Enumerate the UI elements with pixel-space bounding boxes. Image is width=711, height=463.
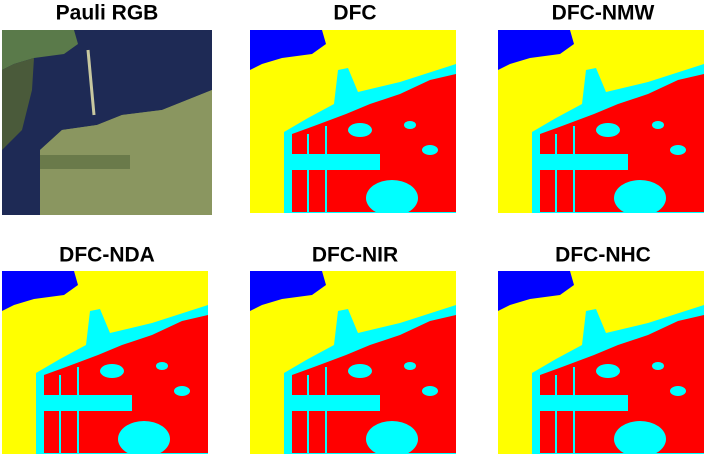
segmentation-map: [498, 271, 708, 456]
panel: DFC-NMW: [498, 2, 708, 215]
panel: DFC-NHC: [498, 244, 708, 456]
panel: DFC: [250, 2, 460, 215]
panel: Pauli RGB: [2, 2, 212, 215]
panel-title: DFC: [333, 2, 376, 25]
panel: DFC-NIR: [250, 244, 460, 456]
panel-title: Pauli RGB: [56, 2, 159, 25]
panel-title: DFC-NHC: [555, 244, 651, 267]
panel: DFC-NDA: [2, 244, 212, 456]
pauli-image: [2, 30, 212, 215]
segmentation-map: [498, 30, 708, 215]
panel-title: DFC-NMW: [552, 2, 655, 25]
segmentation-map: [250, 30, 460, 215]
panel-title: DFC-NDA: [59, 244, 155, 267]
segmentation-map: [2, 271, 212, 456]
segmentation-map: [250, 271, 460, 456]
panel-title: DFC-NIR: [312, 244, 398, 267]
